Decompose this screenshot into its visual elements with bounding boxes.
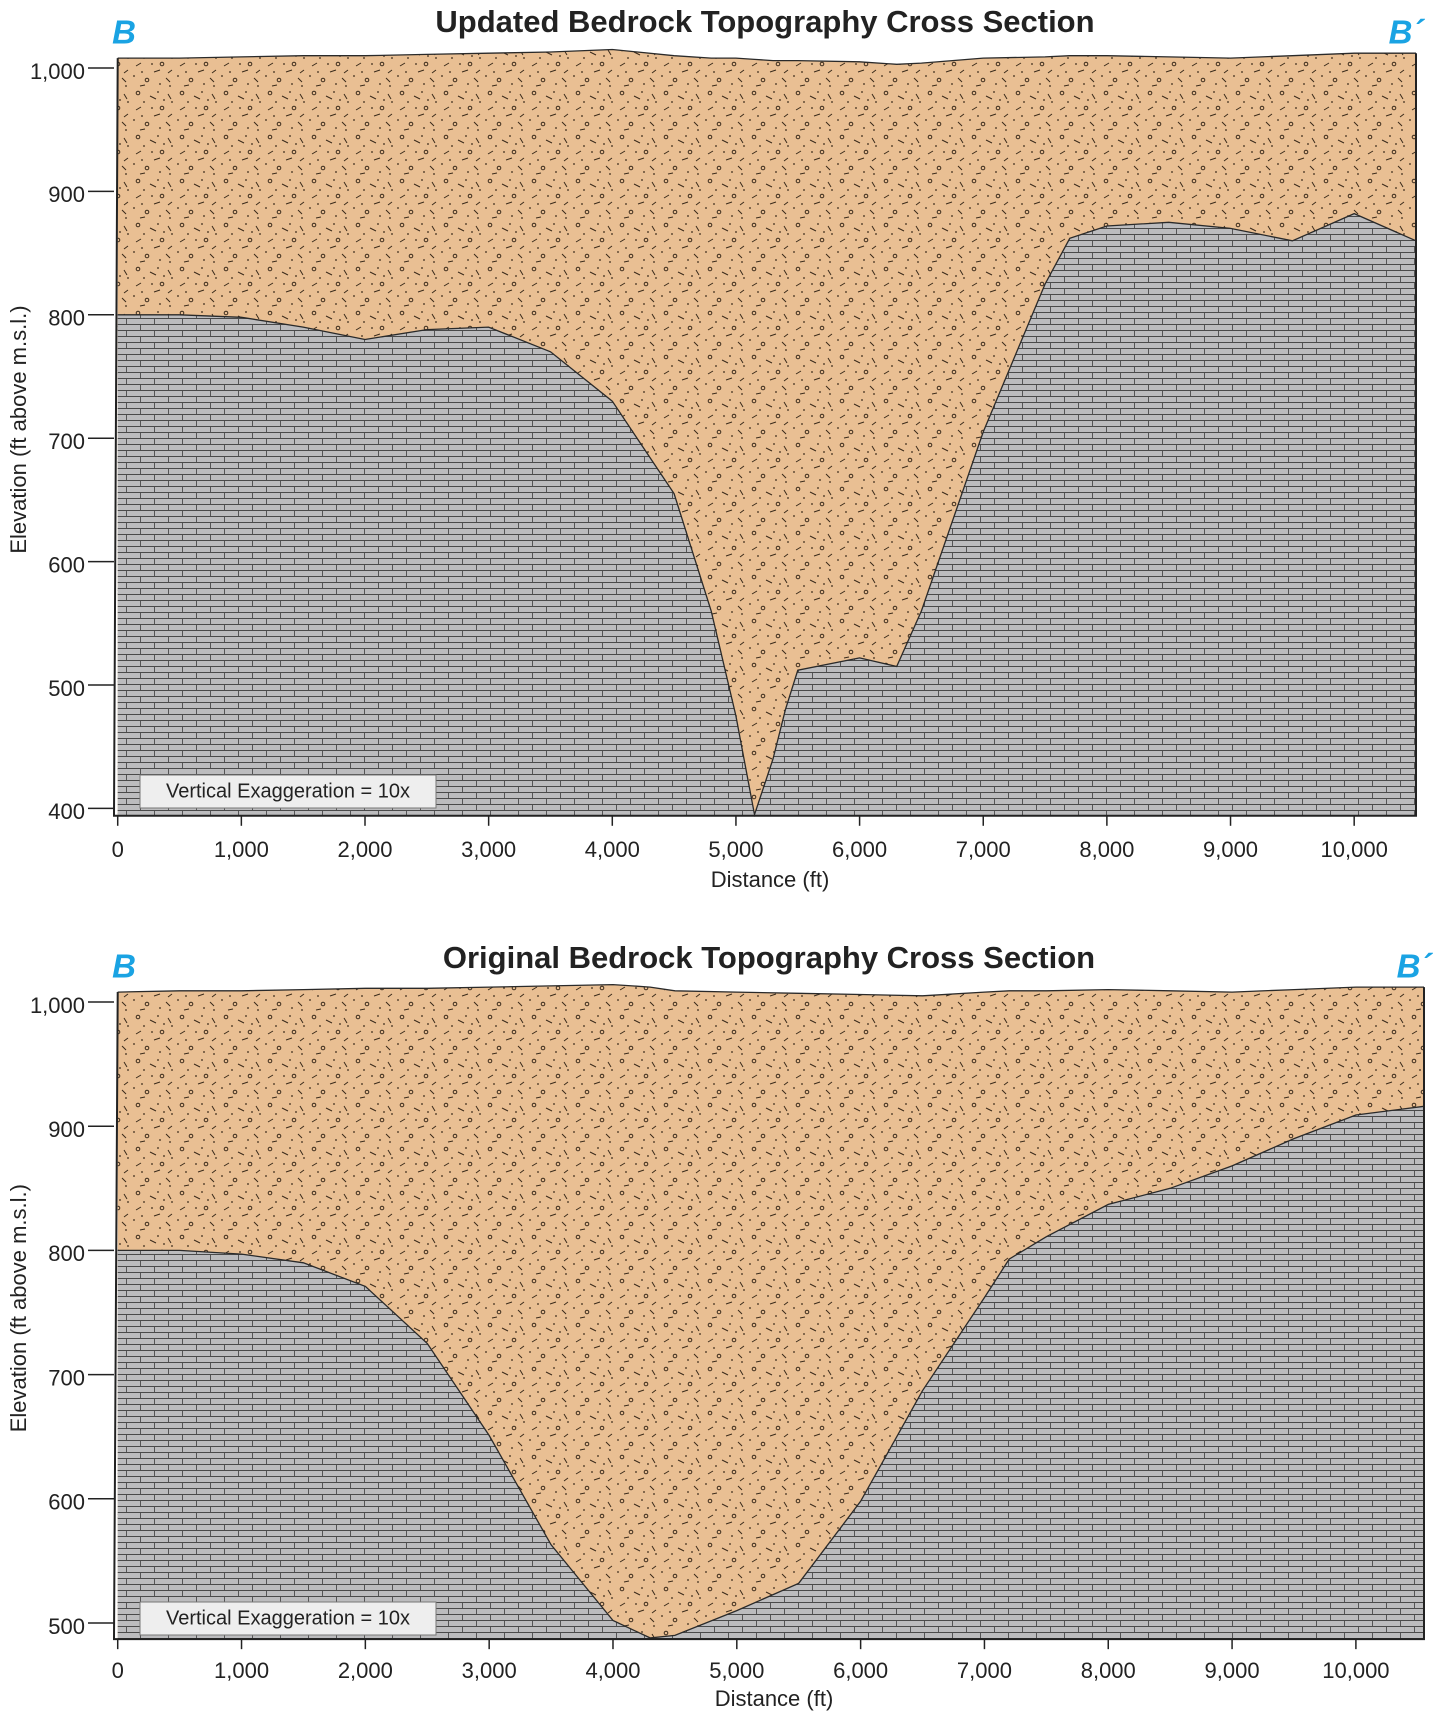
x-tick-label: 4,000 <box>585 837 640 862</box>
annotation: Vertical Exaggeration = 10x <box>166 780 410 802</box>
y-tick-label: 900 <box>48 1117 85 1142</box>
x-tick-label: 0 <box>112 837 124 862</box>
x-tick-label: 0 <box>112 1658 124 1683</box>
y-tick-label: 500 <box>48 1614 85 1639</box>
x-tick-label: 7,000 <box>956 837 1011 862</box>
figure: Updated Bedrock Topography Cross Section… <box>0 0 1445 1712</box>
x-tick-label: 8,000 <box>1079 837 1134 862</box>
x-tick-label: 2,000 <box>337 837 392 862</box>
chart-title: Updated Bedrock Topography Cross Section <box>435 4 1094 39</box>
section-end-label: B´ <box>1389 14 1426 51</box>
y-tick-label: 800 <box>48 306 85 331</box>
x-tick-label: 8,000 <box>1081 1658 1136 1683</box>
x-axis-label: Distance (ft) <box>711 867 830 892</box>
y-axis-label: Elevation (ft above m.s.l.) <box>6 1184 31 1432</box>
y-tick-label: 700 <box>48 429 85 454</box>
x-tick-label: 4,000 <box>585 1658 640 1683</box>
x-tick-label: 1,000 <box>214 1658 269 1683</box>
x-tick-label: 7,000 <box>957 1658 1012 1683</box>
section-end-label: B <box>112 948 136 985</box>
x-tick-label: 3,000 <box>462 1658 517 1683</box>
x-axis-label: Distance (ft) <box>715 1686 834 1711</box>
y-tick-label: 400 <box>48 799 85 824</box>
y-tick-label: 1,000 <box>30 993 85 1018</box>
x-tick-label: 9,000 <box>1203 837 1258 862</box>
x-tick-label: 6,000 <box>832 837 887 862</box>
y-tick-label: 600 <box>48 552 85 577</box>
x-tick-label: 6,000 <box>833 1658 888 1683</box>
x-tick-label: 2,000 <box>338 1658 393 1683</box>
y-tick-label: 500 <box>48 676 85 701</box>
x-tick-label: 3,000 <box>461 837 516 862</box>
x-tick-label: 1,000 <box>214 837 269 862</box>
x-tick-label: 10,000 <box>1321 837 1388 862</box>
x-tick-label: 5,000 <box>709 1658 764 1683</box>
y-tick-label: 600 <box>48 1490 85 1515</box>
chart-title: Original Bedrock Topography Cross Sectio… <box>443 940 1095 975</box>
y-tick-label: 800 <box>48 1241 85 1266</box>
section-end-label: B´ <box>1397 948 1434 985</box>
annotation: Vertical Exaggeration = 10x <box>166 1607 410 1629</box>
x-tick-label: 9,000 <box>1205 1658 1260 1683</box>
y-tick-label: 700 <box>48 1365 85 1390</box>
x-tick-label: 5,000 <box>708 837 763 862</box>
y-axis-label: Elevation (ft above m.s.l.) <box>6 305 31 553</box>
section-end-label: B <box>112 14 136 51</box>
x-tick-label: 10,000 <box>1322 1658 1389 1683</box>
y-tick-label: 900 <box>48 182 85 207</box>
y-tick-label: 1,000 <box>30 59 85 84</box>
